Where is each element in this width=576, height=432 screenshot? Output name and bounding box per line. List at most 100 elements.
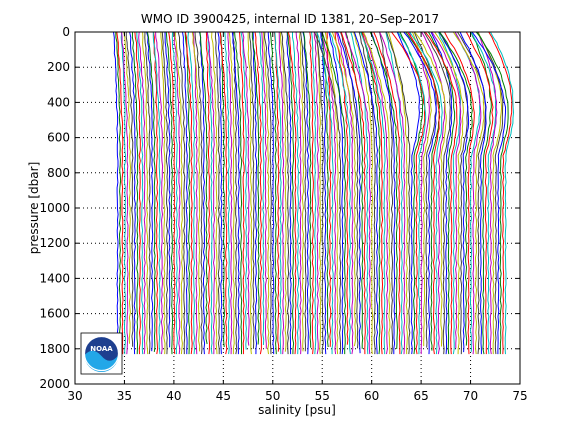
y-tick-label: 1600 <box>39 307 70 321</box>
profile-line <box>184 32 193 355</box>
profile-line <box>369 32 398 350</box>
profile-line <box>177 32 186 355</box>
profile-line <box>279 32 287 352</box>
profile-line <box>362 32 384 355</box>
profile-line <box>344 32 371 355</box>
profile-line <box>182 32 188 355</box>
profile-line <box>309 32 314 355</box>
y-tick-label: 2000 <box>39 377 70 391</box>
y-tick-label: 1200 <box>39 236 70 250</box>
profile-line <box>184 32 191 355</box>
profile-line <box>321 32 347 355</box>
profile-line <box>171 32 178 355</box>
profile-line <box>234 32 243 355</box>
noaa-logo: NOAA <box>80 332 123 375</box>
profile-line <box>331 32 356 347</box>
y-axis-label: pressure [dbar] <box>27 162 41 255</box>
profile-line <box>302 32 310 355</box>
y-tick-label: 600 <box>47 131 70 145</box>
x-tick-label: 45 <box>216 389 231 403</box>
profile-line <box>287 32 297 355</box>
profile-line <box>321 32 329 348</box>
profile-line <box>475 32 509 355</box>
x-tick-label: 75 <box>512 389 527 403</box>
x-tick-label: 55 <box>315 389 330 403</box>
profile-line <box>409 32 443 355</box>
profile-line <box>360 32 386 355</box>
profile-line <box>214 32 220 355</box>
profile-line <box>320 32 327 355</box>
profile-line <box>373 32 401 355</box>
profile-line <box>414 32 447 347</box>
profile-line <box>187 32 196 355</box>
profile-line <box>219 32 225 348</box>
profile-line <box>206 32 216 355</box>
profile-line <box>164 32 171 348</box>
profile-line <box>316 32 324 355</box>
profile-line <box>199 32 208 345</box>
profile-line <box>249 32 255 349</box>
ticks <box>74 31 521 385</box>
profile-line <box>471 32 506 355</box>
profile-line <box>391 32 426 355</box>
profile-line <box>328 32 344 355</box>
profile-line <box>205 32 211 355</box>
y-tick-label: 0 <box>62 25 70 39</box>
profile-line <box>161 32 169 355</box>
profile-line <box>430 32 453 355</box>
profile-line <box>120 32 127 355</box>
profile-line <box>465 32 494 355</box>
profile-line <box>146 32 154 352</box>
x-tick-label: 30 <box>67 389 82 403</box>
profile-line <box>231 32 240 355</box>
profile-line <box>232 32 238 355</box>
profile-line <box>321 32 337 355</box>
profile-line <box>247 32 253 355</box>
profile-line <box>438 32 470 353</box>
profile-line <box>370 32 396 355</box>
profile-line <box>219 32 228 355</box>
profile-line <box>280 32 290 355</box>
profile-line <box>239 32 245 355</box>
profile-line <box>155 32 164 355</box>
profile-line <box>227 32 233 355</box>
noaa-logo-text: NOAA <box>90 345 113 353</box>
profile-line <box>477 32 498 355</box>
x-tick-label: 50 <box>265 389 280 403</box>
profile-line <box>431 32 462 349</box>
profiles <box>113 32 515 355</box>
profile-line <box>123 32 132 344</box>
chart-title: WMO ID 3900425, internal ID 1381, 20–Sep… <box>141 12 439 26</box>
profile-line <box>324 32 339 355</box>
profile-line <box>361 32 381 355</box>
profile-line <box>116 32 124 355</box>
profile-line <box>211 32 218 355</box>
profile-line <box>242 32 250 346</box>
y-tick-label: 1800 <box>39 342 70 356</box>
profile-line <box>292 32 300 355</box>
profile-line <box>199 32 206 355</box>
profile-line <box>191 32 201 352</box>
profile-line <box>263 32 270 355</box>
profile-line <box>261 32 267 349</box>
profile-line <box>192 32 198 355</box>
y-tick-label: 1000 <box>39 201 70 215</box>
x-tick-label: 60 <box>364 389 379 403</box>
profile-line <box>314 32 342 355</box>
profile-line <box>153 32 159 355</box>
tick-labels: 30 35 40 45 50 55 60 65 70 75 0 200 400 600 800 1000 120… <box>39 25 527 403</box>
x-axis-label: salinity [psu] <box>258 403 336 417</box>
profile-line <box>134 32 141 355</box>
profile-line <box>194 32 203 355</box>
y-tick-label: 200 <box>47 60 70 74</box>
profile-line <box>362 32 391 355</box>
profile-line <box>113 32 119 355</box>
profile-line <box>295 32 302 355</box>
profile-line <box>298 32 305 352</box>
profile-line <box>286 32 295 355</box>
profile-line <box>328 32 351 355</box>
profile-line <box>459 32 487 355</box>
profile-line <box>434 32 464 355</box>
profile-line <box>303 32 312 348</box>
